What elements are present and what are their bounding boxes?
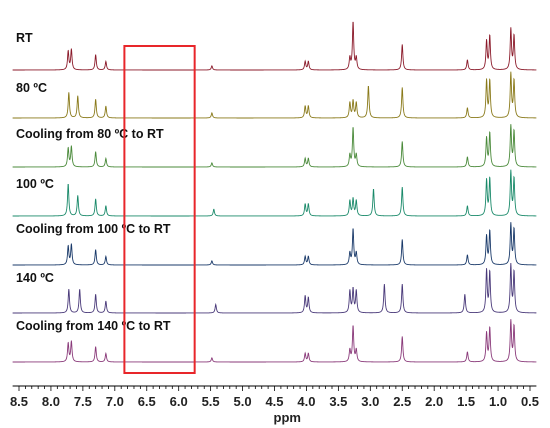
x-axis-ticks: 8.5 8.0 7.5 7.0 6.5 6.0 5.5 5.0 4.5 4.0 3.5 3.0 2.5 2…: [10, 386, 539, 409]
x-tick-label: 4.0: [297, 394, 315, 409]
x-tick-label: 5.5: [202, 394, 220, 409]
x-tick-label: 5.0: [234, 394, 252, 409]
x-tick-label: 6.5: [138, 394, 156, 409]
spectrum-trace-4: [12, 169, 537, 217]
trace-label-1: RT: [16, 31, 33, 45]
x-tick-label: 8.0: [42, 394, 60, 409]
spectrum-trace-2: [12, 71, 537, 119]
x-tick-label: 2.0: [425, 394, 443, 409]
x-tick-label: 7.5: [74, 394, 92, 409]
trace-label-7: Cooling from 140 ºC to RT: [16, 319, 171, 333]
x-axis: 8.5 8.0 7.5 7.0 6.5 6.0 5.5 5.0 4.5 4.0 3.5 3.0 2.5 2…: [10, 385, 539, 409]
x-tick-label: 1.0: [489, 394, 507, 409]
spectrum-trace-3: [12, 124, 537, 168]
spectrum-trace-7: [12, 319, 537, 363]
trace-label-5: Cooling from 100 ºC to RT: [16, 222, 171, 236]
x-tick-label: 1.5: [457, 394, 475, 409]
x-tick-label: 6.0: [170, 394, 188, 409]
trace-label-2: 80 ºC: [16, 81, 47, 95]
spectra-traces: [12, 21, 537, 363]
spectrum-trace-1: [12, 21, 537, 71]
spectrum-trace-6: [12, 263, 537, 314]
trace-label-6: 140 ºC: [16, 271, 54, 285]
x-tick-label: 0.5: [521, 394, 539, 409]
x-axis-title: ppm: [274, 410, 301, 425]
trace-label-3: Cooling from 80 ºC to RT: [16, 127, 164, 141]
x-tick-label: 3.0: [361, 394, 379, 409]
x-tick-label: 7.0: [106, 394, 124, 409]
spectrum-trace-5: [12, 222, 537, 266]
x-tick-label: 2.5: [393, 394, 411, 409]
x-tick-label: 3.5: [329, 394, 347, 409]
highlight-region-box: [123, 45, 196, 374]
x-tick-label: 8.5: [10, 394, 28, 409]
x-tick-label: 4.5: [265, 394, 283, 409]
trace-label-4: 100 ºC: [16, 177, 54, 191]
trace-labels: RT 80 ºC Cooling from 80 ºC to RT 100 ºC Coo…: [16, 31, 171, 333]
